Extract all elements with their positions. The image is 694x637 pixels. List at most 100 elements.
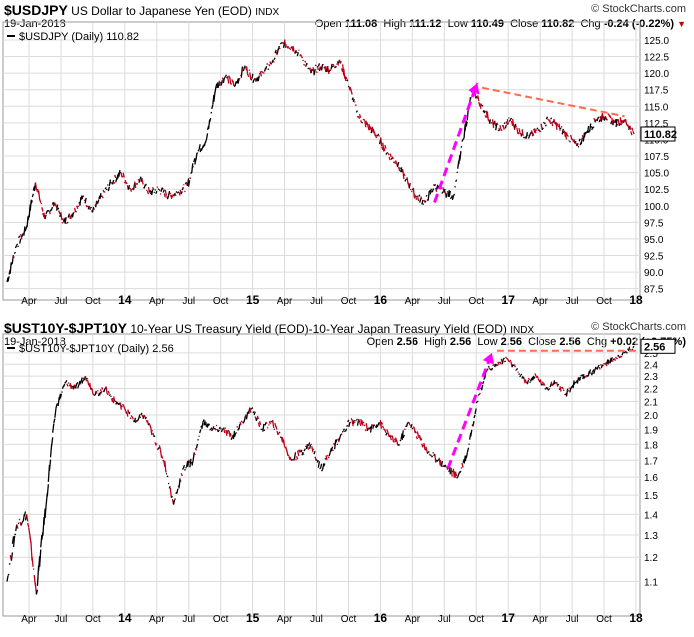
price-segment [306,445,310,450]
y-tick-label: 1.9 [644,425,658,436]
x-tick-label: Jul [55,614,68,625]
price-segment [424,448,427,451]
price-segment [519,374,522,378]
price-segment [435,459,438,462]
price-segment [559,127,562,130]
price-segment [55,204,59,211]
price-segment [507,358,510,362]
price-segment [482,109,485,113]
price-segment [237,77,240,84]
price-segment [195,152,198,160]
price-segment [424,200,427,203]
price-segment [530,130,534,137]
price-segment [346,79,349,82]
price-segment [509,359,512,362]
price-segment [267,68,270,71]
price-segment [609,357,612,364]
price-segment [421,443,424,448]
price-segment [20,521,23,526]
price-segment [292,458,295,461]
price-segment [513,124,516,131]
price-segment [629,125,632,130]
price-segment [604,116,608,121]
price-segment [262,423,265,432]
price-segment [475,96,478,99]
price-segment [524,379,527,383]
price-segment [122,172,125,178]
price-segment [134,419,138,423]
price-segment [434,187,438,192]
price-segment [206,423,210,428]
price-segment [627,346,631,352]
price-segment [184,181,188,185]
price-segment [427,450,430,453]
price-segment [350,90,353,95]
brand-label[interactable]: © StockCharts.com [591,321,686,333]
price-segment [210,111,213,114]
price-segment [14,533,17,536]
price-segment [160,187,163,192]
price-segment [513,364,516,368]
price-segment [178,191,181,196]
symbol[interactable]: $UST10Y-$JPT10Y [4,320,127,336]
price-segment [183,190,186,193]
price-segment [383,147,386,152]
price-segment [180,473,183,477]
price-segment [222,77,226,84]
price-segment [536,127,539,130]
price-segment [87,205,90,210]
price-segment [541,381,545,386]
price-segment [198,144,201,150]
price-segment [12,255,15,258]
price-segment [298,449,301,453]
price-segment [556,382,559,387]
price-segment [402,169,405,180]
price-segment [502,125,505,130]
price-segment [152,186,155,191]
price-segment [261,71,264,74]
price-segment [361,420,364,426]
price-segment [538,129,541,133]
price-segment [111,397,115,404]
price-segment [172,499,176,505]
price-segment [446,190,449,194]
price-segment [214,427,217,431]
price-segment [61,221,64,224]
price-segment [257,422,261,428]
price-segment [86,377,88,380]
price-segment [169,192,172,195]
price-segment [220,80,223,86]
price-segment [461,462,464,468]
price-segment [38,190,41,201]
price-segment [469,96,472,99]
price-segment [203,420,206,426]
price-segment [53,418,56,424]
price-segment [133,417,137,423]
price-segment [197,149,200,152]
y-tick-label: 95.0 [644,235,664,246]
price-segment [229,432,232,436]
price-segment [340,60,343,63]
x-tick-label: Jul [438,296,451,307]
price-segment [428,189,431,193]
price-segment [188,459,191,464]
price-segment [71,385,74,388]
brand-label[interactable]: © StockCharts.com [591,3,686,15]
price-segment [390,157,393,160]
price-segment [80,195,83,201]
exchange: INDX [510,325,535,336]
price-segment [166,195,170,200]
price-segment [462,137,465,140]
price-segment [280,41,283,44]
price-segment [556,122,559,127]
panel-header: $USDJPY US Dollar to Japanese Yen (EOD) … [4,2,279,18]
price-segment [258,72,261,75]
price-segment [184,468,186,471]
price-segment [505,121,508,126]
price-segment [543,122,546,125]
price-segment [223,76,227,79]
price-segment [263,429,266,432]
price-segment [610,120,613,125]
symbol[interactable]: $USDJPY [4,2,68,18]
price-segment [473,414,476,419]
